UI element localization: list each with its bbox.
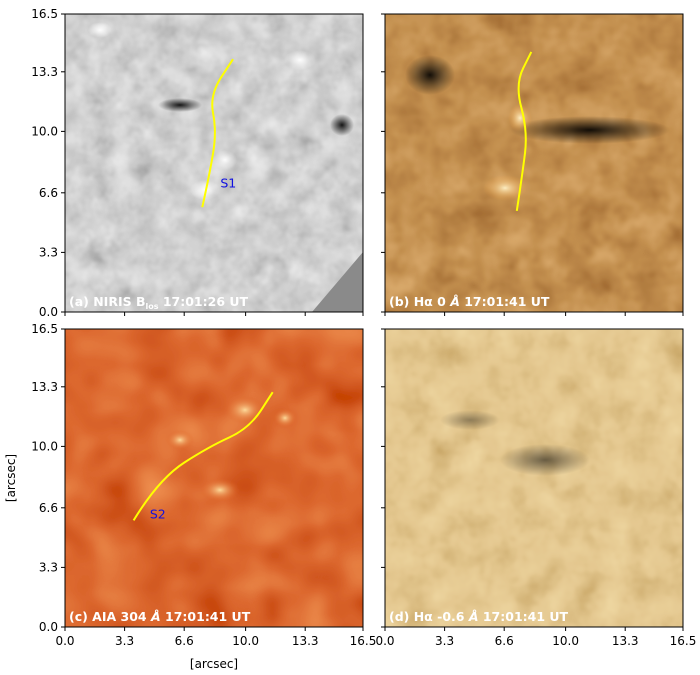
y-tick-label: 16.5 <box>31 7 58 21</box>
slit-curve-b <box>515 51 533 212</box>
panel-c-image <box>65 329 363 627</box>
panel-caption-c: (c) AIA 304 Å 17:01:41 UT <box>69 609 251 624</box>
y-tick-label: 0.0 <box>39 620 58 634</box>
panel-c-frame <box>64 328 364 628</box>
panel-d <box>384 328 684 628</box>
x-tick-label: 3.3 <box>115 634 134 648</box>
axis-ticks: 0.03.36.610.013.316.50.03.36.610.013.316… <box>31 7 696 648</box>
panel-caption-a: (a) NIRIS Blos 17:01:26 UT <box>69 294 249 311</box>
x-tick-label: 16.5 <box>350 634 377 648</box>
panel-a-frame <box>64 13 364 313</box>
slit-curves: S1 S2 <box>132 51 533 522</box>
slit-curve-c <box>132 391 274 521</box>
x-tick-label: 0.0 <box>55 634 74 648</box>
panel-a-image <box>65 14 363 312</box>
panel-caption-d: (d) Hα -0.6 Å 17:01:41 UT <box>389 609 569 624</box>
y-tick-label: 0.0 <box>39 305 58 319</box>
panel-d-frame <box>384 328 684 628</box>
x-tick-label: 3.3 <box>435 634 454 648</box>
y-tick-label: 3.3 <box>39 245 58 259</box>
y-tick-label: 3.3 <box>39 560 58 574</box>
panel-b-frame <box>384 13 684 313</box>
x-tick-label: 13.3 <box>612 634 639 648</box>
slit-curve-a <box>201 58 234 208</box>
panel-caption-b: (b) Hα 0 Å 17:01:41 UT <box>389 294 550 309</box>
x-tick-label: 0.0 <box>375 634 394 648</box>
x-tick-label: 6.6 <box>175 634 194 648</box>
y-tick-label: 10.0 <box>31 439 58 453</box>
y-tick-label: 6.6 <box>39 501 58 515</box>
x-axis-label: [arcsec] <box>190 657 238 671</box>
slit-label-a: S1 <box>220 175 236 190</box>
panel-a <box>64 13 364 313</box>
y-tick-label: 6.6 <box>39 186 58 200</box>
y-axis-label: [arcsec] <box>4 454 18 502</box>
x-tick-label: 6.6 <box>495 634 514 648</box>
x-tick-label: 13.3 <box>292 634 319 648</box>
y-tick-label: 13.3 <box>31 65 58 79</box>
slit-label-c: S2 <box>150 507 166 522</box>
panel-captions: (a) NIRIS Blos 17:01:26 UT (b) Hα 0 Å 17:… <box>69 294 569 624</box>
x-tick-label: 16.5 <box>670 634 697 648</box>
panel-b-image <box>385 14 683 312</box>
x-tick-label: 10.0 <box>232 634 259 648</box>
y-tick-label: 16.5 <box>31 322 58 336</box>
x-tick-label: 10.0 <box>552 634 579 648</box>
panel-b <box>384 13 684 313</box>
y-tick-label: 13.3 <box>31 380 58 394</box>
panel-d-image <box>385 329 683 627</box>
panel-c <box>64 328 364 628</box>
y-tick-label: 10.0 <box>31 124 58 138</box>
